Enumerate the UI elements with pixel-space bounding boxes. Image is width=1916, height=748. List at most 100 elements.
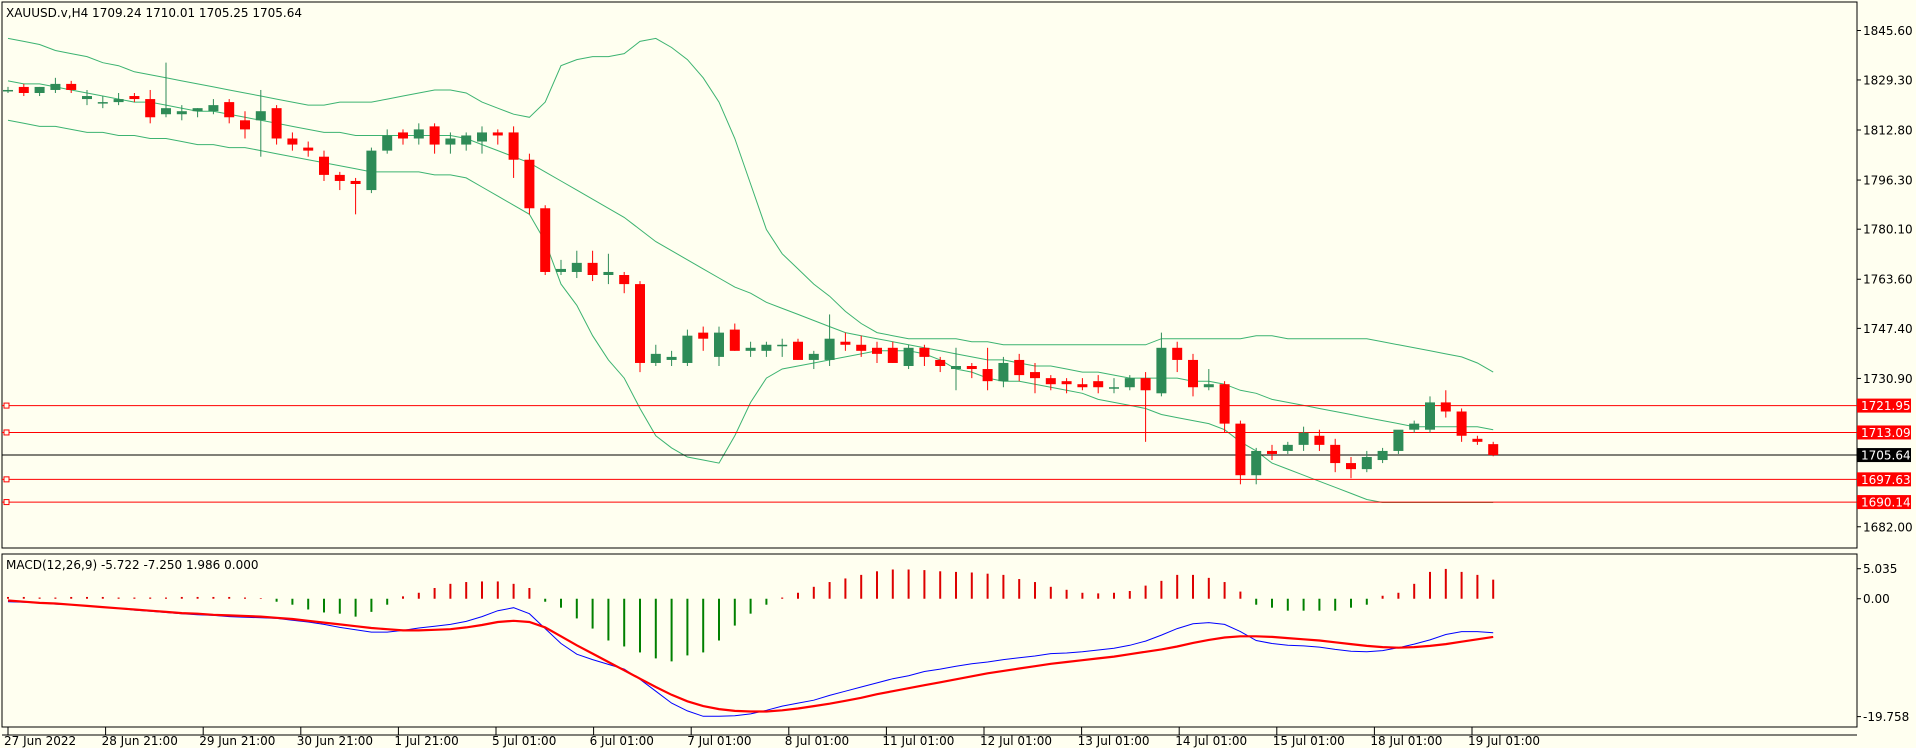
candle <box>1377 447 1388 464</box>
candle-body <box>556 268 566 272</box>
candle-body <box>1456 411 1467 436</box>
macd-panel[interactable] <box>1 553 1858 728</box>
candle-body <box>982 369 993 382</box>
price-level-tag <box>1857 398 1911 413</box>
candle-body <box>540 208 551 272</box>
candle-body <box>1298 432 1309 445</box>
candle <box>303 141 314 157</box>
candle-body <box>50 83 61 90</box>
price-levels[interactable]: 1721.95 1713.09 1697.63 1690.14 1705.64 <box>2 398 1911 510</box>
candle <box>82 89 92 106</box>
candle <box>1267 444 1277 461</box>
time-tick-label: 19 Jul 01:00 <box>1468 734 1540 748</box>
candle <box>1061 378 1072 394</box>
candle <box>445 132 456 154</box>
candle-body <box>1346 463 1356 470</box>
price-level-handle[interactable] <box>3 499 10 506</box>
candle-body <box>1219 384 1230 424</box>
candle <box>682 329 693 366</box>
candle <box>998 356 1009 388</box>
candle-body <box>192 108 203 112</box>
time-tick-label: 7 Jul 01:00 <box>687 734 751 748</box>
candle-body <box>1124 378 1135 388</box>
candle <box>887 341 898 363</box>
candle <box>1440 390 1451 418</box>
candle <box>603 253 614 285</box>
time-tick-label: 6 Jul 01:00 <box>590 734 654 748</box>
candle-body <box>303 147 314 151</box>
candle-body <box>161 108 171 115</box>
candle <box>66 80 77 93</box>
price-tick-label: 1845.60 <box>1863 24 1913 38</box>
candle-body <box>1203 384 1214 388</box>
price-panel[interactable] <box>1 1 1858 549</box>
candle-body <box>714 332 724 357</box>
candle-body <box>698 332 709 339</box>
candle <box>413 123 424 145</box>
candle-body <box>840 341 851 345</box>
candle-body <box>145 99 156 118</box>
candle-body <box>1140 378 1151 391</box>
candle <box>18 83 29 97</box>
candle-body <box>1045 378 1056 385</box>
candle <box>508 126 519 178</box>
candle <box>714 326 724 366</box>
price-level-label: 1721.95 <box>1861 399 1911 413</box>
bollinger-upper <box>7 37 1494 373</box>
candle <box>477 126 487 154</box>
candle <box>287 132 298 151</box>
price-axis: 1845.60 1829.30 1812.80 1796.30 1780.10 1763.… <box>1857 24 1913 534</box>
time-tick-label: 13 Jul 01:00 <box>1078 734 1150 748</box>
candle-body <box>1109 387 1119 389</box>
candle-body <box>1172 347 1183 360</box>
candle <box>1188 353 1198 397</box>
candle-body <box>761 344 772 351</box>
price-level-handle[interactable] <box>3 476 10 483</box>
candle <box>382 129 393 154</box>
candle-body <box>1314 435 1325 445</box>
candle-body <box>777 344 788 347</box>
symbol-header: XAUUSD.v,H4 1709.24 1710.01 1705.25 1705… <box>6 6 302 20</box>
candle <box>777 338 788 357</box>
macd-indicator <box>7 568 1495 717</box>
candle <box>1140 372 1151 442</box>
candle <box>1235 420 1246 485</box>
candle <box>1045 375 1056 391</box>
candle-body <box>287 138 298 145</box>
candle <box>1093 375 1104 394</box>
candle <box>1124 375 1135 391</box>
candle <box>635 281 645 373</box>
candle-body <box>603 271 614 275</box>
candle-body <box>745 347 756 351</box>
candle-body <box>445 138 456 145</box>
candle-body <box>1472 438 1483 442</box>
candle-body <box>508 132 519 160</box>
candle <box>176 105 187 121</box>
candle-body <box>208 105 219 112</box>
candle <box>271 105 282 145</box>
candle <box>255 89 266 157</box>
price-tick-label: 1763.60 <box>1863 273 1913 287</box>
candle <box>1330 438 1341 473</box>
time-tick-label: 18 Jul 01:00 <box>1370 734 1442 748</box>
candle <box>903 344 914 370</box>
price-level-label: 1713.09 <box>1861 426 1911 440</box>
candle-body <box>1425 402 1435 430</box>
candle-body <box>350 180 361 184</box>
candle-body <box>1330 444 1341 464</box>
price-level-handle[interactable] <box>3 429 10 436</box>
candle-body <box>619 275 630 285</box>
candle-body <box>729 329 740 351</box>
candle <box>840 332 851 351</box>
candle <box>1472 435 1483 445</box>
candle <box>492 129 503 145</box>
time-tick-label: 30 Jun 21:00 <box>297 734 373 748</box>
price-level-handle[interactable] <box>3 402 10 409</box>
candle-body <box>66 83 77 90</box>
candle <box>319 150 329 181</box>
candle <box>824 314 835 366</box>
candle-body <box>429 126 440 145</box>
price-level-label: 1690.14 <box>1861 496 1911 510</box>
macd-tick-label: 0.00 <box>1863 592 1890 606</box>
